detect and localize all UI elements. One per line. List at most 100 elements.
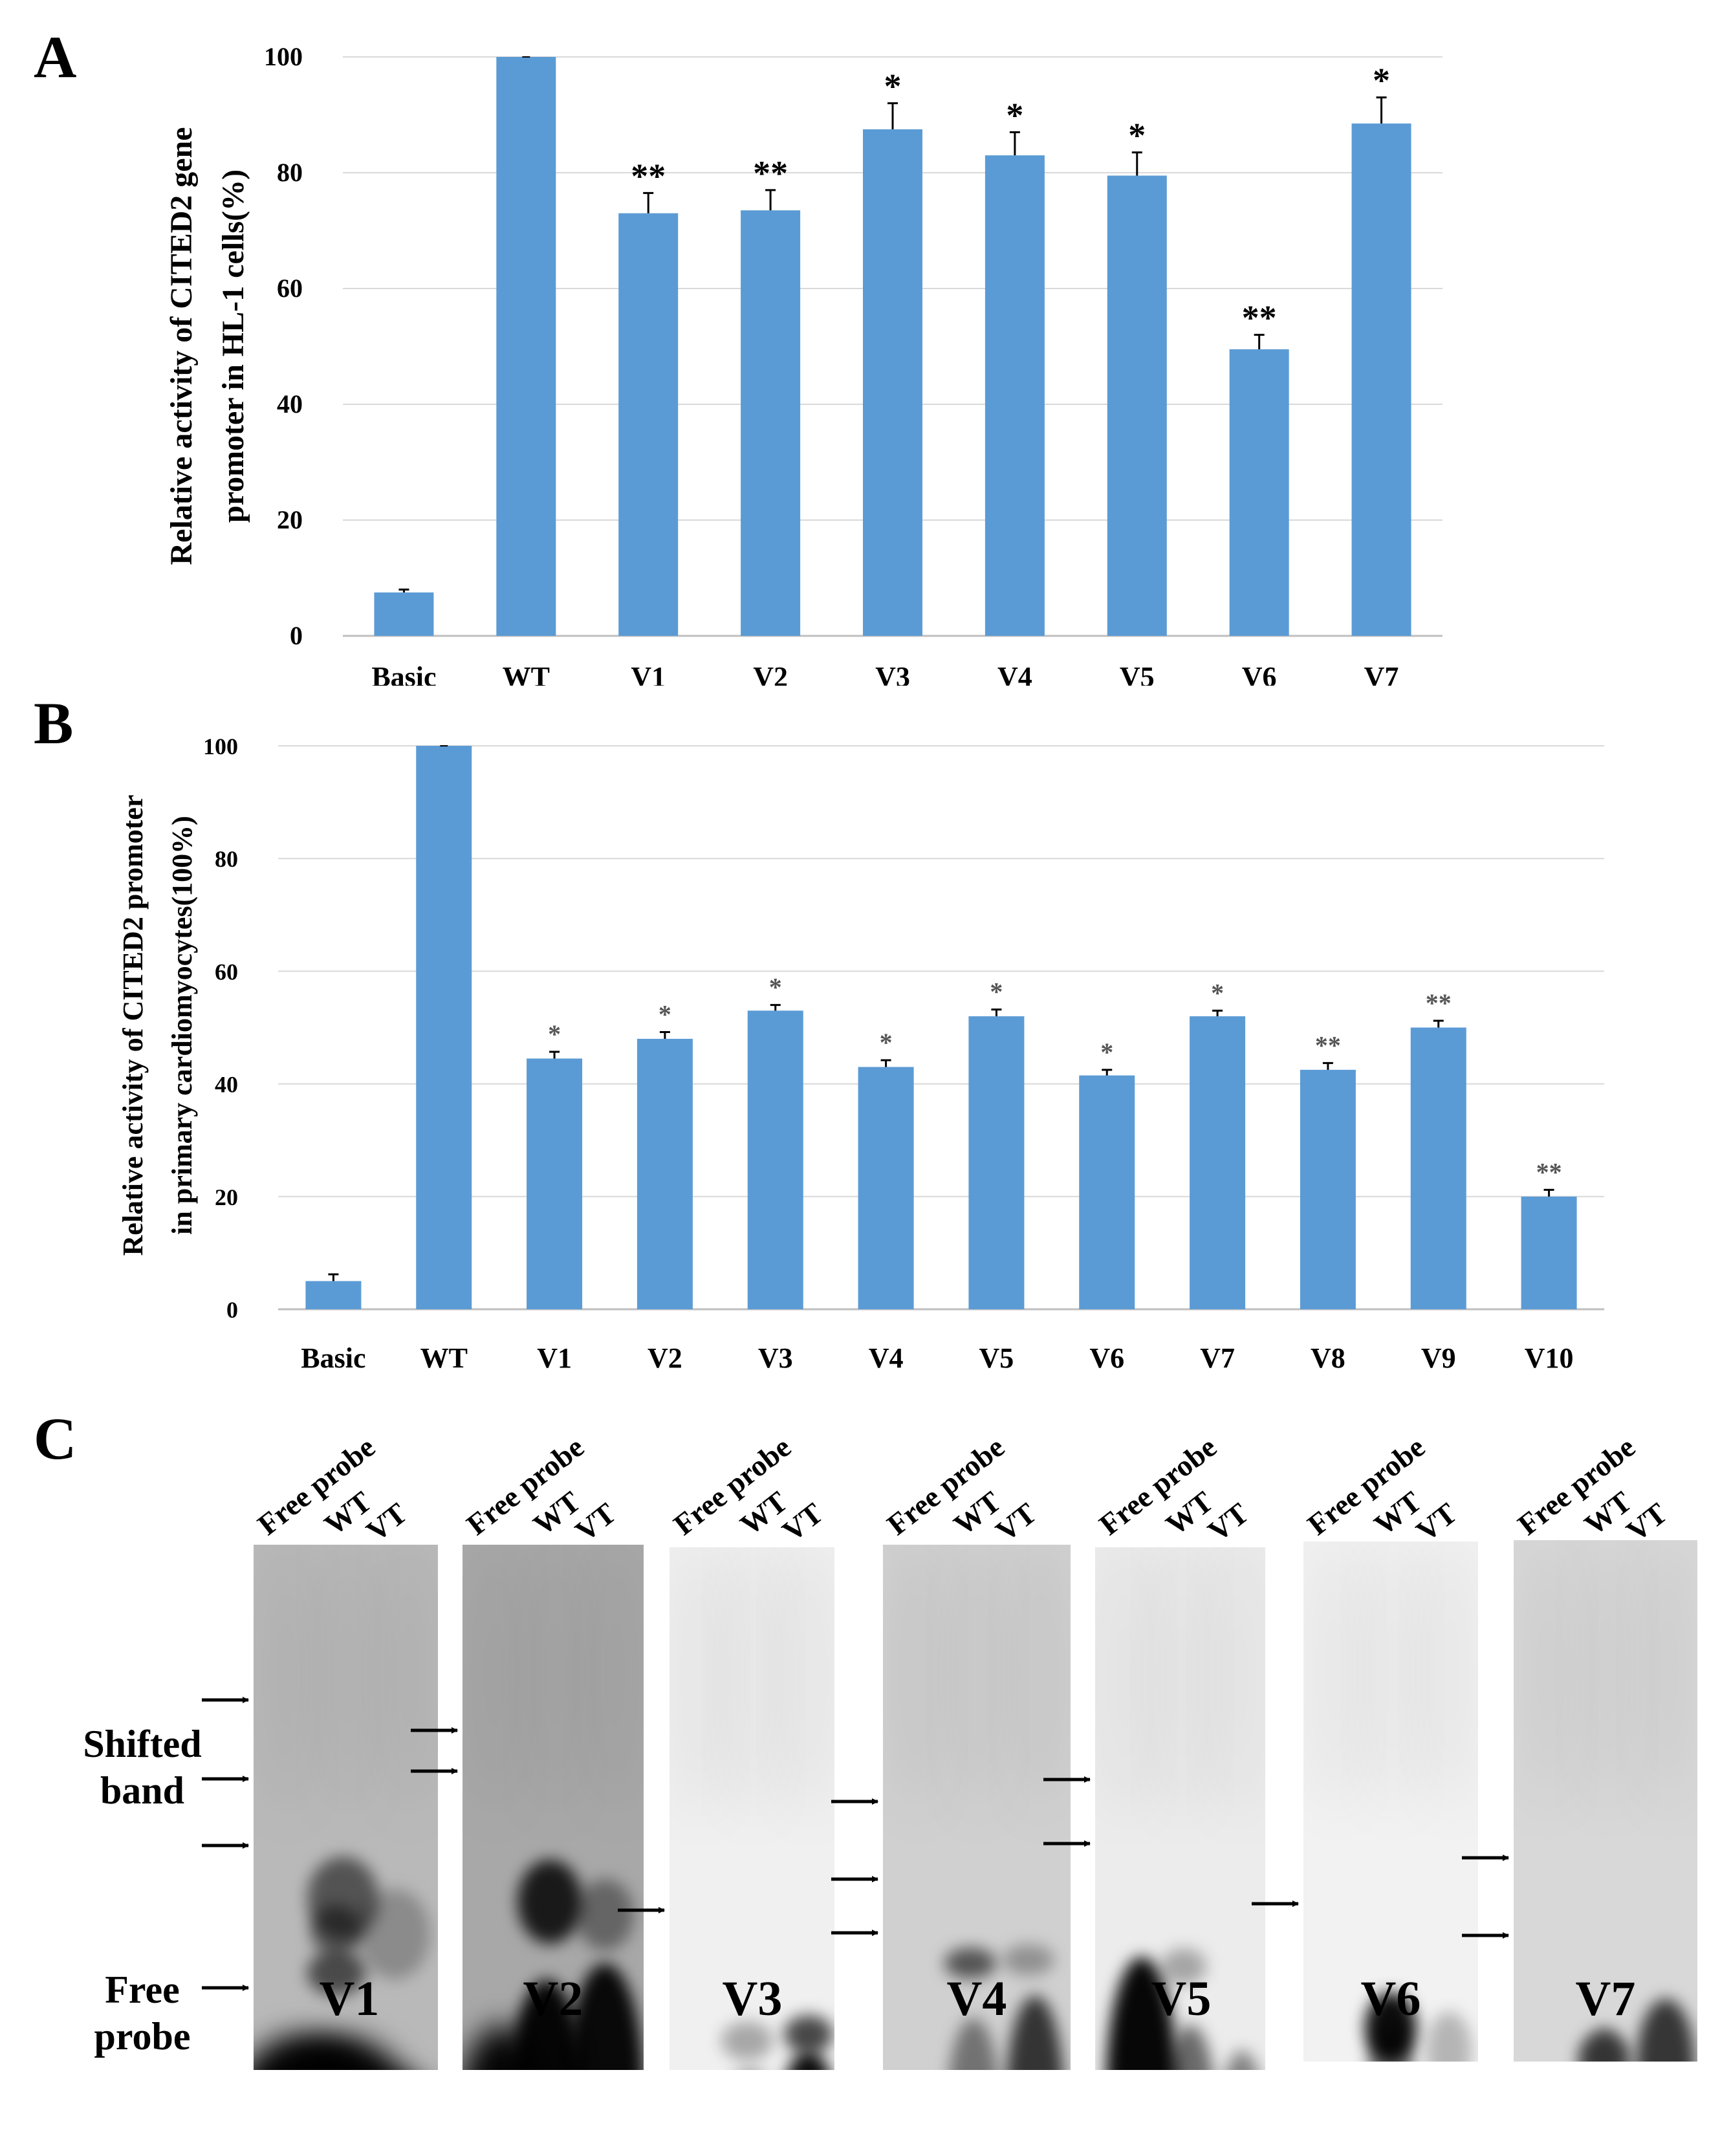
significance-marker: **	[1242, 299, 1277, 338]
x-tick-label: V5	[979, 1342, 1014, 1374]
lane-label: Free probe	[252, 1430, 381, 1541]
lane-streak	[782, 1547, 834, 1819]
bar-v2	[637, 1038, 693, 1309]
bar-wt	[416, 746, 472, 1309]
bar-v3	[747, 1010, 803, 1309]
y-tick-label: 80	[215, 846, 238, 872]
gel-6	[1303, 1541, 1478, 2117]
gel-band	[346, 2076, 450, 2141]
shifted-band-label-line2: band	[100, 1769, 185, 1812]
significance-marker: *	[1211, 978, 1224, 1007]
bar-v6	[1079, 1075, 1135, 1309]
panel-label-b: B	[34, 690, 74, 756]
gel-2	[463, 1545, 644, 2070]
gel-band	[788, 2051, 829, 2070]
bar-wt	[496, 57, 556, 636]
lane-label: Free probe	[1093, 1430, 1223, 1541]
lane-label: Free probe	[668, 1430, 797, 1541]
bar-v5	[968, 1016, 1025, 1309]
significance-marker: *	[769, 973, 782, 1002]
gel-band	[721, 2070, 779, 2141]
x-tick-label: WT	[503, 661, 550, 686]
gel-band	[678, 2133, 730, 2141]
x-tick-label: V2	[648, 1342, 682, 1374]
bar-v8	[1300, 1069, 1356, 1309]
gel-band	[1007, 1996, 1063, 2070]
x-tick-label: WT	[420, 1342, 468, 1374]
lane-streak	[1366, 1541, 1419, 1813]
lane-streak	[673, 1547, 725, 1819]
significance-marker: *	[659, 999, 671, 1029]
y-axis-title-line2: promoter in HL-1 cells(%)	[216, 169, 250, 523]
x-tick-label: V7	[1364, 661, 1399, 686]
bar-basic	[305, 1281, 362, 1309]
gel-name: V3	[722, 1972, 783, 2026]
gel-band	[950, 2018, 997, 2070]
lane-streak	[1642, 1540, 1694, 1812]
gel-band	[307, 1950, 365, 1996]
bar-v3	[863, 129, 922, 636]
y-axis-title-line1: Relative activity of CITED2 promoter	[117, 795, 149, 1256]
bar-v1	[618, 213, 679, 636]
gel-band	[576, 1879, 634, 1950]
gel-band	[1106, 1957, 1177, 2070]
bar-v1	[527, 1058, 583, 1309]
y-tick-label: 20	[277, 505, 303, 534]
lane-streak	[1156, 1547, 1208, 1819]
bar-v7	[1351, 123, 1411, 637]
gel-name: V4	[946, 1972, 1007, 2026]
x-tick-label: V4	[997, 661, 1032, 686]
gel-1	[254, 1545, 450, 2141]
y-tick-label: 40	[215, 1072, 238, 1098]
bar-v4	[985, 155, 1045, 636]
y-tick-label: 40	[277, 389, 303, 419]
x-tick-label: Basic	[371, 661, 436, 686]
significance-marker: *	[990, 977, 1003, 1007]
significance-marker: **	[1536, 1157, 1562, 1186]
x-tick-label: V1	[537, 1342, 572, 1374]
shifted-band-label-line1: Shifted	[83, 1723, 202, 1765]
significance-marker: *	[548, 1019, 561, 1049]
lane-streak	[1100, 1547, 1152, 1819]
lane-streak	[1309, 1541, 1361, 1813]
y-tick-label: 80	[277, 158, 303, 187]
gel-3	[669, 1547, 834, 2141]
y-axis-title-line2: in primary cardiomyocytes(100%)	[166, 816, 198, 1235]
gel-band	[517, 1860, 582, 1944]
gel-name: V5	[1151, 1972, 1212, 2026]
x-tick-label: V5	[1120, 661, 1155, 686]
lane-label: Free probe	[461, 1430, 590, 1541]
bar-v7	[1190, 1016, 1246, 1309]
x-tick-label: V6	[1089, 1342, 1124, 1374]
x-tick-label: V9	[1421, 1342, 1456, 1374]
y-tick-label: 0	[290, 621, 303, 650]
y-tick-label: 0	[226, 1297, 238, 1323]
gel-band	[359, 1889, 430, 1979]
significance-marker: *	[880, 1028, 893, 1057]
x-tick-label: V6	[1242, 661, 1277, 686]
x-tick-label: V1	[631, 661, 666, 686]
y-tick-label: 20	[215, 1184, 238, 1210]
x-tick-label: Basic	[301, 1342, 365, 1374]
gel-band	[784, 2015, 833, 2054]
x-tick-label: V3	[875, 661, 910, 686]
gel-band	[944, 1948, 996, 1979]
lane-label: Free probe	[1512, 1430, 1641, 1541]
gel-name: V2	[523, 1972, 583, 2026]
gel-band	[873, 2112, 951, 2141]
gel-band	[1578, 2034, 1630, 2062]
lane-streak	[1521, 1540, 1573, 1812]
gel-name: V7	[1575, 1972, 1636, 2026]
significance-marker: **	[753, 154, 788, 193]
x-tick-label: V10	[1525, 1342, 1574, 1374]
lane-streak	[891, 1545, 943, 1816]
lane-streak	[1424, 1541, 1476, 1813]
gel-band	[1313, 2081, 1352, 2117]
gel-band	[1369, 2025, 1413, 2062]
shifted-band-label: Shifted band	[65, 1721, 220, 1814]
lane-streak	[382, 1545, 435, 1816]
gel-band	[285, 2038, 401, 2070]
gel-band	[1520, 2089, 1572, 2135]
